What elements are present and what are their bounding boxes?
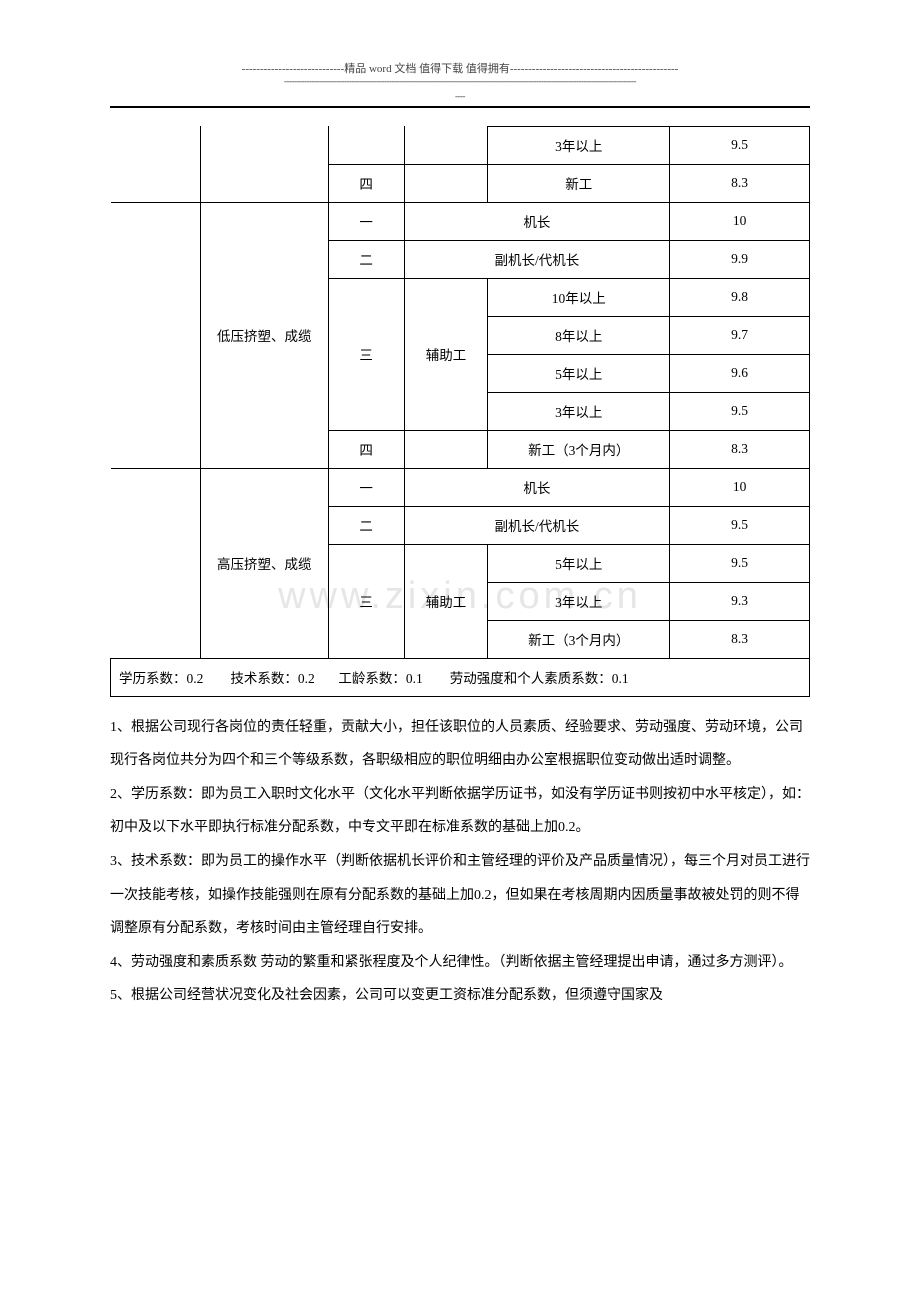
paragraph: 2、学历系数：即为员工入职时文化水平（文化水平判断依据学历证书，如没有学历证书则… xyxy=(110,778,810,845)
table-row: 低压挤塑、成缆一机长10 xyxy=(111,202,810,240)
table-cell: 8.3 xyxy=(670,430,810,468)
coefficient-footer: 学历系数：0.2 技术系数：0.2 工龄系数：0.1 劳动强度和个人素质系数：0… xyxy=(111,658,810,696)
header-sub-line: ----------------------------------------… xyxy=(110,76,810,87)
table-cell: 8年以上 xyxy=(488,316,670,354)
table-cell: 3年以上 xyxy=(488,392,670,430)
table-cell: 新工（3个月内） xyxy=(488,430,670,468)
table-cell: 三 xyxy=(328,544,404,658)
table-cell: 3年以上 xyxy=(488,126,670,164)
table-cell: 低压挤塑、成缆 xyxy=(200,202,328,468)
table-cell: 新工（3个月内） xyxy=(488,620,670,658)
table-cell: 9.9 xyxy=(670,240,810,278)
table-cell: 5年以上 xyxy=(488,354,670,392)
table-cell: 副机长/代机长 xyxy=(404,240,670,278)
table-row: 3年以上9.5 xyxy=(111,126,810,164)
table-cell: 二 xyxy=(328,240,404,278)
table-cell xyxy=(200,126,328,202)
table-cell: 副机长/代机长 xyxy=(404,506,670,544)
table-cell: 辅助工 xyxy=(404,278,488,430)
table-footer-row: 学历系数：0.2 技术系数：0.2 工龄系数：0.1 劳动强度和个人素质系数：0… xyxy=(111,658,810,696)
table-cell: 新工 xyxy=(488,164,670,202)
table-cell: 一 xyxy=(328,202,404,240)
table-cell: 9.5 xyxy=(670,544,810,582)
table-cell: 二 xyxy=(328,506,404,544)
table-cell: 9.5 xyxy=(670,392,810,430)
table-cell: 9.3 xyxy=(670,582,810,620)
body-text: 1、根据公司现行各岗位的责任轻重，贡献大小，担任该职位的人员素质、经验要求、劳动… xyxy=(110,711,810,1013)
table-cell: 高压挤塑、成缆 xyxy=(200,468,328,658)
table-cell: 机长 xyxy=(404,468,670,506)
table-cell xyxy=(111,126,201,202)
table-cell: 一 xyxy=(328,468,404,506)
table-cell: 三 xyxy=(328,278,404,430)
paragraph: 1、根据公司现行各岗位的责任轻重，贡献大小，担任该职位的人员素质、经验要求、劳动… xyxy=(110,711,810,778)
table-cell: 四 xyxy=(328,430,404,468)
table-cell: 10年以上 xyxy=(488,278,670,316)
table-row: 高压挤塑、成缆一机长10 xyxy=(111,468,810,506)
table-cell xyxy=(111,202,201,468)
table-cell: 9.5 xyxy=(670,126,810,164)
table-cell: 8.3 xyxy=(670,620,810,658)
table-cell: 9.5 xyxy=(670,506,810,544)
table-cell xyxy=(328,126,404,164)
table-cell: 5年以上 xyxy=(488,544,670,582)
table-cell: 10 xyxy=(670,202,810,240)
header-sub-line2: ---- xyxy=(110,91,810,102)
table-cell xyxy=(404,164,488,202)
table-cell: 3年以上 xyxy=(488,582,670,620)
table-cell xyxy=(111,468,201,658)
coefficient-table: 3年以上9.5四新工8.3低压挤塑、成缆一机长10二副机长/代机长9.9三辅助工… xyxy=(110,126,810,697)
paragraph: 3、技术系数：即为员工的操作水平（判断依据机长评价和主管经理的评价及产品质量情况… xyxy=(110,845,810,946)
table-cell: 机长 xyxy=(404,202,670,240)
table-cell: 9.8 xyxy=(670,278,810,316)
header-rule xyxy=(110,106,810,108)
table-cell: 辅助工 xyxy=(404,544,488,658)
table-cell: 四 xyxy=(328,164,404,202)
paragraph: 5、根据公司经营状况变化及社会因素，公司可以变更工资标准分配系数，但须遵守国家及 xyxy=(110,979,810,1013)
table-cell: 9.6 xyxy=(670,354,810,392)
paragraph: 4、劳动强度和素质系数 劳动的繁重和紧张程度及个人纪律性。（判断依据主管经理提出… xyxy=(110,946,810,980)
table-cell xyxy=(404,430,488,468)
table-cell xyxy=(404,126,488,164)
table-cell: 10 xyxy=(670,468,810,506)
table-cell: 8.3 xyxy=(670,164,810,202)
table-cell: 9.7 xyxy=(670,316,810,354)
header-top-line: ----------------------------精品 word 文档 值… xyxy=(110,60,810,76)
